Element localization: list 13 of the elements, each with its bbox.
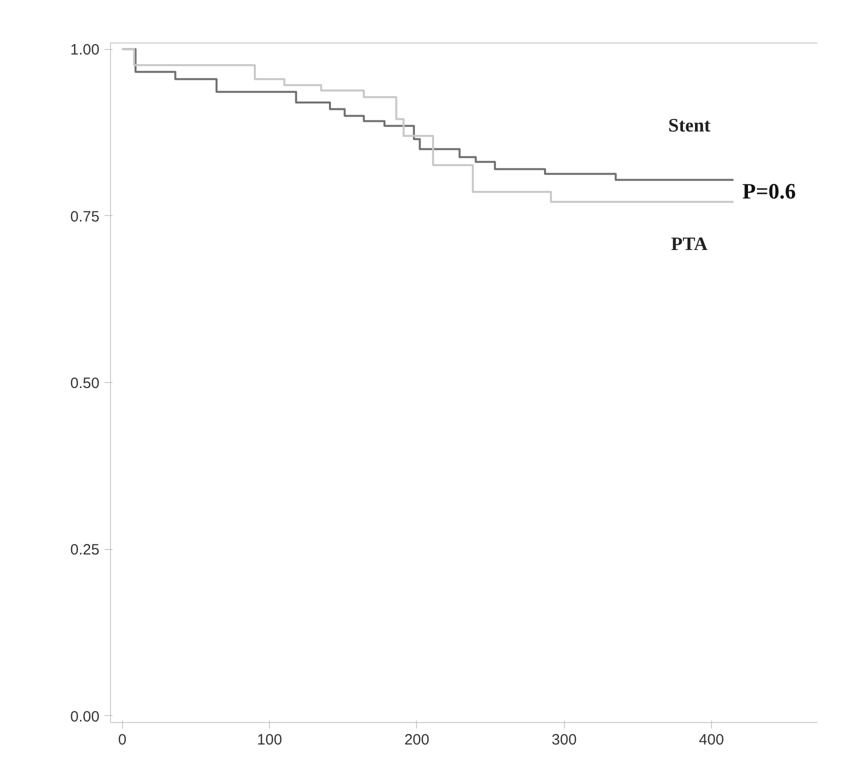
x-tick-label: 100	[257, 732, 282, 748]
x-tick-label: 0	[118, 732, 126, 748]
x-tick-label: 400	[698, 732, 724, 748]
x-tick-label: 200	[404, 732, 430, 748]
y-tick-label: 0.50	[70, 375, 100, 392]
x-tick-label: 300	[552, 732, 577, 748]
series-label: PTA	[671, 234, 708, 256]
y-tick-label: 1.00	[70, 42, 100, 59]
y-tick-label: 0.25	[70, 542, 100, 559]
y-tick-label: 0.00	[70, 708, 100, 726]
text: Stent	[668, 116, 712, 136]
y-tick-label: 0.75	[70, 208, 100, 226]
annotation: P=0.6	[742, 178, 796, 204]
